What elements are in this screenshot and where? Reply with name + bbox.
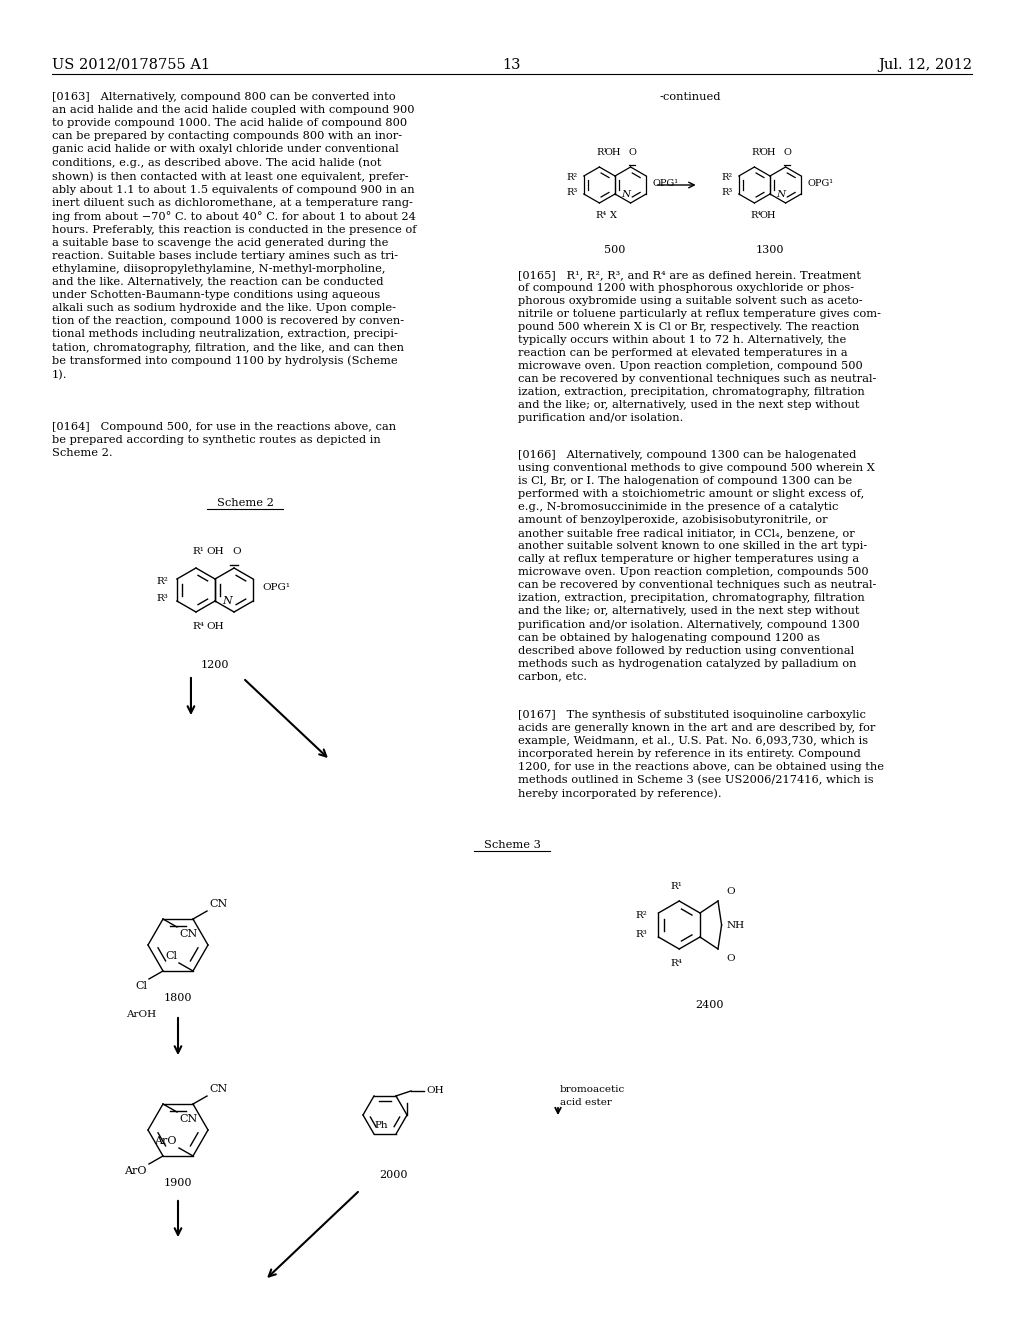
- Text: R³: R³: [636, 931, 647, 939]
- Text: R⁴: R⁴: [193, 622, 204, 631]
- Text: CN: CN: [179, 929, 198, 939]
- Text: Jul. 12, 2012: Jul. 12, 2012: [878, 58, 972, 73]
- Text: R³: R³: [566, 187, 578, 197]
- Text: OH: OH: [760, 211, 776, 220]
- Text: CN: CN: [179, 1114, 198, 1125]
- Text: bromoacetic: bromoacetic: [560, 1085, 626, 1094]
- Text: R⁴: R⁴: [751, 211, 762, 220]
- Text: OH: OH: [206, 622, 224, 631]
- Text: R³: R³: [721, 187, 732, 197]
- Text: OPG¹: OPG¹: [652, 178, 679, 187]
- Text: R⁴: R⁴: [671, 960, 683, 968]
- Text: 13: 13: [503, 58, 521, 73]
- Text: Ph: Ph: [375, 1121, 388, 1130]
- Text: R²: R²: [721, 173, 732, 182]
- Text: R²: R²: [566, 173, 578, 182]
- Text: Cl: Cl: [165, 950, 177, 961]
- Text: N: N: [776, 190, 785, 199]
- Text: R¹: R¹: [671, 882, 683, 891]
- Text: ArO: ArO: [125, 1166, 147, 1176]
- Text: X: X: [609, 211, 616, 220]
- Text: OPG¹: OPG¹: [262, 582, 290, 591]
- Text: O: O: [783, 148, 792, 157]
- Text: Cl: Cl: [135, 981, 147, 991]
- Text: R²: R²: [635, 911, 647, 920]
- Text: N: N: [622, 190, 631, 199]
- Text: NH: NH: [727, 920, 744, 929]
- Text: 1900: 1900: [164, 1177, 193, 1188]
- Text: O: O: [629, 148, 636, 157]
- Text: OH: OH: [426, 1086, 443, 1096]
- Text: [0165]   R¹, R², R³, and R⁴ are as defined herein. Treatment
of compound 1200 wi: [0165] R¹, R², R³, and R⁴ are as defined…: [518, 271, 881, 424]
- Text: OH: OH: [760, 148, 776, 157]
- Text: [0163]   Alternatively, compound 800 can be converted into
an acid halide and th: [0163] Alternatively, compound 800 can b…: [52, 92, 417, 380]
- Text: O: O: [726, 887, 734, 896]
- Text: 2000: 2000: [379, 1170, 408, 1180]
- Text: 1300: 1300: [756, 246, 784, 255]
- Text: R⁴: R⁴: [596, 211, 607, 220]
- Text: CN: CN: [209, 899, 227, 909]
- Text: Scheme 2: Scheme 2: [216, 498, 273, 508]
- Text: 1200: 1200: [201, 660, 229, 671]
- Text: 500: 500: [604, 246, 626, 255]
- Text: [0164]   Compound 500, for use in the reactions above, can
be prepared according: [0164] Compound 500, for use in the reac…: [52, 422, 396, 458]
- Text: O: O: [726, 954, 734, 964]
- Text: ArO: ArO: [155, 1137, 177, 1146]
- Text: R¹: R¹: [193, 546, 204, 556]
- Text: [0167]   The synthesis of substituted isoquinoline carboxylic
acids are generall: [0167] The synthesis of substituted isoq…: [518, 710, 884, 800]
- Text: OPG¹: OPG¹: [808, 178, 834, 187]
- Text: Scheme 3: Scheme 3: [483, 840, 541, 850]
- Text: O: O: [232, 546, 241, 556]
- Text: CN: CN: [209, 1084, 227, 1094]
- Text: [0166]   Alternatively, compound 1300 can be halogenated
using conventional meth: [0166] Alternatively, compound 1300 can …: [518, 450, 877, 681]
- Text: -continued: -continued: [659, 92, 721, 102]
- Text: OH: OH: [605, 148, 622, 157]
- Text: N: N: [222, 597, 232, 606]
- Text: R¹: R¹: [752, 148, 763, 157]
- Text: R¹: R¹: [597, 148, 607, 157]
- Text: acid ester: acid ester: [560, 1098, 612, 1107]
- Text: R³: R³: [157, 594, 168, 603]
- Text: 2400: 2400: [695, 1001, 724, 1010]
- Text: 1800: 1800: [164, 993, 193, 1003]
- Text: ArOH: ArOH: [126, 1010, 156, 1019]
- Text: OH: OH: [206, 546, 224, 556]
- Text: US 2012/0178755 A1: US 2012/0178755 A1: [52, 58, 210, 73]
- Text: R²: R²: [156, 577, 168, 586]
